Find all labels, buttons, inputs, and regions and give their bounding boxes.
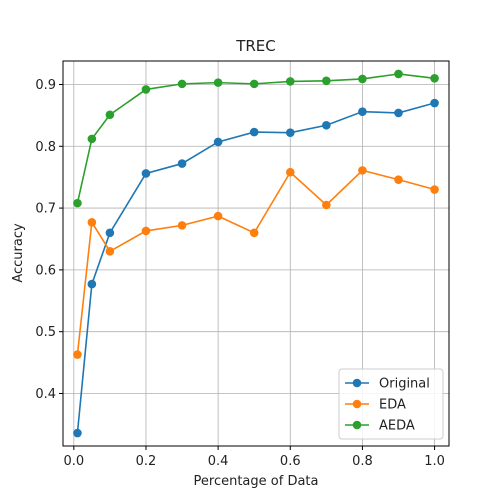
data-point <box>358 107 367 116</box>
data-point <box>430 185 439 194</box>
y-tick-label: 0.4 <box>35 387 56 402</box>
data-point <box>141 169 151 178</box>
data-point <box>177 221 187 230</box>
legend: Original EDA AEDA <box>338 368 444 440</box>
x-axis-label: Percentage of Data <box>194 474 319 489</box>
data-point <box>177 159 187 168</box>
data-point <box>358 74 367 84</box>
series-layer <box>73 69 439 438</box>
data-point <box>87 134 97 144</box>
data-point <box>285 128 295 137</box>
data-point <box>105 110 115 120</box>
data-point <box>322 200 331 210</box>
x-tick-label: 0.0 <box>63 454 84 469</box>
x-tick-label: 0.2 <box>136 454 157 469</box>
legend-item: AEDA <box>345 419 415 434</box>
legend-label: Original <box>379 377 430 392</box>
data-point <box>213 78 223 87</box>
data-point <box>105 228 115 238</box>
x-tick-label: 0.6 <box>280 454 301 469</box>
legend-label: AEDA <box>379 419 415 434</box>
data-point <box>87 217 97 227</box>
y-tick-label: 0.6 <box>35 263 56 278</box>
legend-box <box>338 368 444 440</box>
legend-item: Original <box>345 377 430 392</box>
data-point <box>177 79 187 89</box>
y-tick-label: 0.8 <box>35 140 56 155</box>
data-point <box>358 166 367 175</box>
legend-marker <box>352 420 362 430</box>
x-tick-label: 0.4 <box>208 454 229 469</box>
series-line <box>76 169 435 355</box>
data-point <box>249 228 259 238</box>
chart-title: TREC <box>235 37 276 55</box>
legend-item: EDA <box>345 398 406 413</box>
data-point <box>322 120 331 130</box>
data-point <box>430 74 439 83</box>
data-point <box>73 198 82 208</box>
plot-frame <box>62 60 450 447</box>
legend-marker <box>352 378 362 388</box>
tick-layer: 0.0 0.2 0.4 0.6 0.8 1.0 0.4 0.5 0.6 0.7 0.8 0.9 <box>35 78 445 469</box>
data-point <box>285 167 295 177</box>
data-point <box>394 175 403 184</box>
data-point <box>322 76 331 86</box>
y-tick-label: 0.7 <box>35 202 56 217</box>
y-tick-label: 0.5 <box>35 325 56 340</box>
grid <box>63 61 449 446</box>
y-axis-label: Accuracy <box>11 223 26 283</box>
series-line <box>76 73 435 204</box>
legend-marker <box>352 399 362 409</box>
data-point <box>430 98 439 108</box>
series-eda <box>73 166 439 359</box>
series-line <box>76 102 435 434</box>
data-point <box>213 211 223 221</box>
legend-label: EDA <box>379 398 406 413</box>
data-point <box>394 69 403 79</box>
series-original <box>73 98 439 438</box>
series-aeda <box>73 69 439 208</box>
data-point <box>394 108 403 118</box>
data-point <box>213 137 223 147</box>
data-point <box>249 79 259 89</box>
data-point <box>285 77 295 86</box>
data-point <box>73 428 82 438</box>
data-point <box>249 127 259 137</box>
data-point <box>141 85 151 94</box>
y-tick-label: 0.9 <box>35 78 56 93</box>
data-point <box>141 226 151 236</box>
data-point <box>73 350 82 359</box>
data-point <box>105 247 115 256</box>
x-tick-label: 1.0 <box>424 454 445 469</box>
x-tick-label: 0.8 <box>352 454 373 469</box>
data-point <box>87 279 97 289</box>
